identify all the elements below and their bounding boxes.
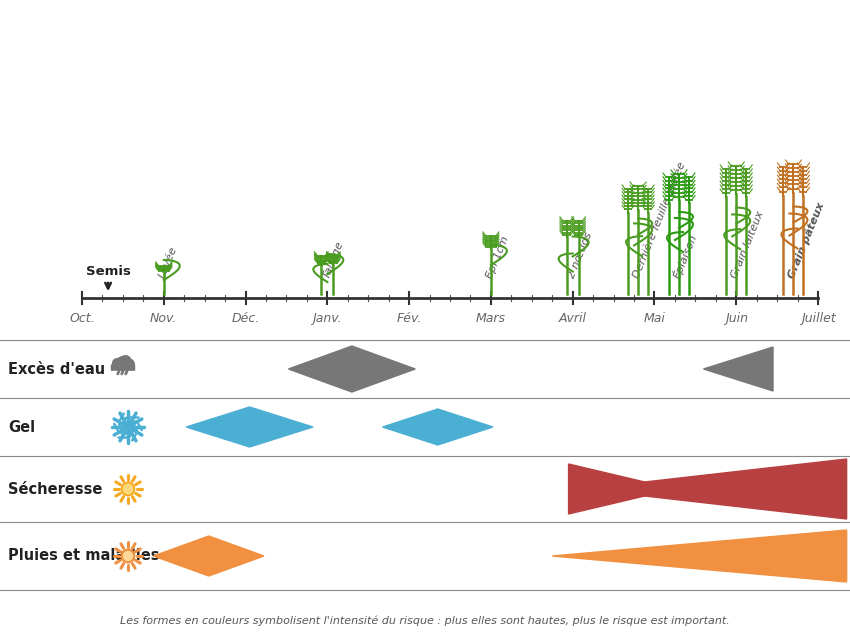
Polygon shape [186, 407, 313, 447]
Text: Epi 1cm: Epi 1cm [484, 235, 511, 280]
Polygon shape [382, 409, 493, 445]
Text: Fév.: Fév. [396, 312, 422, 325]
Circle shape [116, 357, 130, 370]
Text: Gel: Gel [8, 420, 35, 434]
Circle shape [122, 482, 134, 496]
Text: Avril: Avril [558, 312, 586, 325]
Polygon shape [552, 530, 847, 582]
Text: Janv.: Janv. [313, 312, 343, 325]
Circle shape [123, 484, 133, 494]
Text: Juin: Juin [725, 312, 748, 325]
Text: Grain pâteux: Grain pâteux [787, 201, 827, 280]
Text: Nov.: Nov. [150, 312, 178, 325]
Circle shape [123, 552, 133, 560]
Text: Semis: Semis [86, 265, 131, 278]
Text: Tallage: Tallage [321, 240, 345, 280]
Text: Juillet: Juillet [801, 312, 836, 325]
Polygon shape [288, 346, 416, 392]
Text: Grain laiteux: Grain laiteux [730, 210, 766, 280]
Circle shape [124, 359, 134, 370]
Polygon shape [704, 347, 773, 391]
Text: Les formes en couleurs symbolisent l'intensité du risque : plus elles sont haute: Les formes en couleurs symbolisent l'int… [120, 616, 730, 626]
Text: 2 nœuds: 2 nœuds [566, 231, 594, 280]
Circle shape [122, 549, 134, 563]
Text: Déc.: Déc. [231, 312, 260, 325]
Text: Épiaison: Épiaison [671, 232, 700, 280]
Circle shape [120, 356, 131, 367]
Text: Levée: Levée [157, 245, 179, 280]
Polygon shape [569, 464, 644, 514]
Text: Sécheresse: Sécheresse [8, 481, 102, 496]
Text: Pluies et maladies: Pluies et maladies [8, 548, 160, 564]
Text: Oct.: Oct. [69, 312, 95, 325]
Circle shape [112, 359, 122, 368]
Polygon shape [154, 536, 264, 576]
Text: Mai: Mai [643, 312, 666, 325]
Text: Mars: Mars [476, 312, 506, 325]
FancyBboxPatch shape [111, 365, 134, 370]
Text: Excès d'eau: Excès d'eau [8, 361, 105, 377]
Polygon shape [644, 459, 847, 519]
Text: Dernière feuille étalée: Dernière feuille étalée [632, 160, 688, 280]
